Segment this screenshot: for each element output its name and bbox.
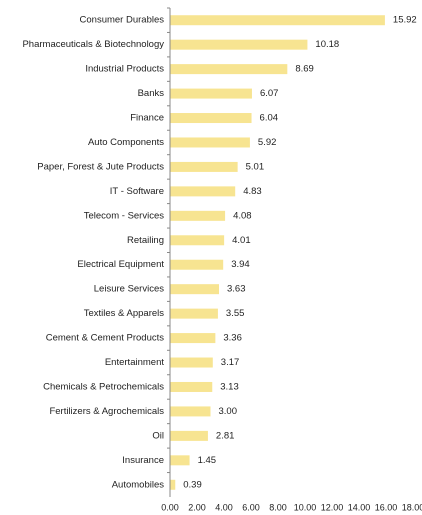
y-tick-label: IT - Software: [110, 186, 164, 197]
value-label: 3.13: [220, 381, 239, 392]
value-label: 5.01: [246, 161, 265, 172]
bar: [170, 259, 224, 270]
bar: [170, 284, 220, 295]
y-tick-label: Industrial Products: [85, 64, 164, 75]
bar: [170, 455, 190, 466]
value-label: 15.92: [393, 15, 417, 26]
y-tick-label: Paper, Forest & Jute Products: [37, 161, 164, 172]
value-label: 3.63: [227, 284, 246, 295]
value-label: 4.01: [232, 235, 251, 246]
y-tick-label: Consumer Durables: [80, 15, 165, 26]
x-tick-label: 18.00: [402, 502, 422, 512]
value-label: 1.45: [198, 455, 217, 466]
bar: [170, 39, 308, 50]
y-tick-label: Finance: [130, 113, 164, 124]
x-tick-label: 0.00: [161, 502, 179, 512]
x-tick-label: 12.00: [321, 502, 344, 512]
y-tick-label: Cement & Cement Products: [46, 333, 165, 344]
y-tick-label: Oil: [152, 430, 164, 441]
bar: [170, 308, 218, 319]
value-label: 6.04: [260, 113, 279, 124]
bar: [170, 381, 213, 392]
y-tick-label: Auto Components: [88, 137, 164, 148]
bar: [170, 113, 252, 124]
bar: [170, 430, 208, 441]
value-label: 4.08: [233, 210, 252, 221]
value-label: 3.55: [226, 308, 245, 319]
y-tick-label: Insurance: [122, 455, 164, 466]
bar: [170, 357, 213, 368]
y-tick-label: Entertainment: [105, 357, 165, 368]
x-tick-label: 4.00: [215, 502, 233, 512]
x-tick-label: 16.00: [375, 502, 398, 512]
bar: [170, 64, 288, 75]
bar: [170, 137, 250, 148]
bar: [170, 406, 211, 417]
value-label: 0.39: [183, 479, 202, 490]
value-label: 6.07: [260, 88, 279, 99]
value-label: 8.69: [295, 64, 314, 75]
bar: [170, 186, 236, 197]
y-tick-label: Electrical Equipment: [77, 259, 164, 270]
y-tick-label: Banks: [138, 88, 165, 99]
x-tick-label: 10.00: [294, 502, 317, 512]
x-tick-label: 14.00: [348, 502, 371, 512]
y-tick-label: Textiles & Apparels: [84, 308, 165, 319]
value-label: 10.18: [315, 39, 339, 50]
value-label: 5.92: [258, 137, 277, 148]
x-tick-label: 6.00: [242, 502, 260, 512]
value-label: 4.83: [243, 186, 262, 197]
bar: [170, 210, 226, 221]
x-tick-label: 2.00: [188, 502, 206, 512]
value-label: 3.36: [223, 333, 242, 344]
x-tick-label: 8.00: [269, 502, 287, 512]
y-tick-label: Pharmaceuticals & Biotechnology: [22, 39, 164, 50]
bar: [170, 479, 176, 490]
value-label: 2.81: [216, 430, 235, 441]
y-tick-label: Automobiles: [112, 479, 165, 490]
y-tick-label: Telecom - Services: [84, 210, 164, 221]
bar: [170, 15, 385, 26]
y-tick-label: Chemicals & Petrochemicals: [43, 381, 164, 392]
value-label: 3.00: [219, 406, 238, 417]
bar: [170, 333, 216, 344]
bar: [170, 235, 225, 246]
value-label: 3.17: [221, 357, 240, 368]
y-tick-label: Retailing: [127, 235, 164, 246]
bar: [170, 88, 252, 99]
y-tick-label: Leisure Services: [94, 284, 164, 295]
value-label: 3.94: [231, 259, 250, 270]
bar: [170, 161, 238, 172]
y-tick-label: Fertilizers & Agrochemicals: [49, 406, 164, 417]
